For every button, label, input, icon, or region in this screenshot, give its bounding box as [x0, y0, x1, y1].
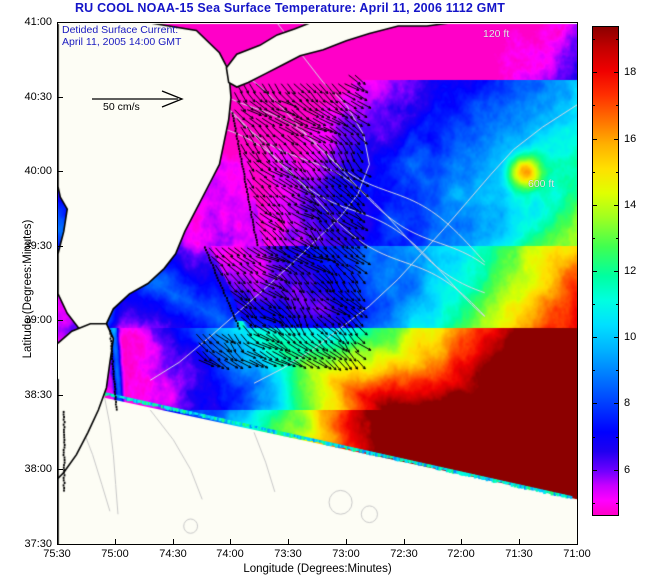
colorbar-tick-label: 18 — [624, 66, 637, 78]
colorbar-tick — [592, 403, 597, 404]
y-axis-tick-label: 38:00 — [24, 463, 52, 475]
sst-map-canvas — [58, 23, 577, 544]
colorbar-tick-label: 12 — [624, 265, 637, 277]
colorbar-minor-tick — [592, 39, 595, 40]
x-axis-tick — [519, 539, 520, 544]
colorbar-minor-tick — [616, 437, 619, 438]
y-axis-tick-label: 39:00 — [24, 314, 52, 326]
colorbar-tick — [614, 470, 619, 471]
colorbar-minor-tick — [616, 172, 619, 173]
colorbar-tick — [614, 271, 619, 272]
colorbar-minor-tick — [592, 304, 595, 305]
y-axis-tick — [58, 544, 63, 545]
x-axis-tick — [461, 539, 462, 544]
y-axis-tick — [58, 171, 63, 172]
colorbar-minor-tick — [592, 370, 595, 371]
y-axis-tick-label: 39:30 — [24, 240, 52, 252]
colorbar-tick-label: 10 — [624, 331, 637, 343]
colorbar-minor-tick — [592, 503, 595, 504]
y-axis-tick-label: 40:30 — [24, 91, 52, 103]
y-axis-tick-label: 38:30 — [24, 389, 52, 401]
x-axis-tick-label: 73:00 — [332, 548, 360, 560]
y-axis-label: Latitude (Degrees:Minutes) — [22, 219, 34, 359]
y-axis-tick — [58, 469, 63, 470]
y-axis-tick — [58, 246, 63, 247]
x-axis-tick — [173, 539, 174, 544]
colorbar-minor-tick — [592, 172, 595, 173]
colorbar-tick-label: 8 — [624, 397, 631, 409]
x-axis-tick — [288, 539, 289, 544]
x-axis-tick-label: 73:30 — [274, 548, 302, 560]
colorbar-tick — [614, 337, 619, 338]
x-axis-tick-label: 72:30 — [390, 548, 418, 560]
y-axis-tick — [58, 97, 63, 98]
colorbar-minor-tick — [616, 238, 619, 239]
colorbar-minor-tick — [616, 105, 619, 106]
x-axis-tick-label: 75:30 — [43, 548, 71, 560]
colorbar-minor-tick — [616, 503, 619, 504]
colorbar-tick-label: 6 — [624, 464, 631, 476]
colorbar-minor-tick — [616, 370, 619, 371]
page-title: RU COOL NOAA-15 Sea Surface Temperature:… — [74, 1, 506, 15]
colorbar-tick — [614, 403, 619, 404]
colorbar-tick-label: 16 — [624, 133, 637, 145]
vector-scale-label: 50 cm/s — [103, 101, 140, 113]
colorbar-tick — [592, 271, 597, 272]
x-axis-label: Longitude (Degrees:Minutes) — [243, 563, 392, 575]
colorbar-minor-tick — [592, 437, 595, 438]
x-axis-tick-label: 71:30 — [505, 548, 533, 560]
y-axis-tick-label: 41:00 — [24, 16, 52, 28]
x-axis-tick — [230, 539, 231, 544]
x-axis-tick-label: 71:00 — [563, 548, 591, 560]
x-axis-tick — [346, 539, 347, 544]
x-axis-tick — [115, 539, 116, 544]
x-axis-tick — [404, 539, 405, 544]
y-axis-tick-label: 37:30 — [24, 538, 52, 550]
colorbar-tick — [592, 470, 597, 471]
colorbar-tick — [592, 72, 597, 73]
colorbar-tick — [614, 205, 619, 206]
colorbar-minor-tick — [592, 238, 595, 239]
colorbar-tick — [614, 139, 619, 140]
x-axis-tick-label: 74:30 — [159, 548, 187, 560]
colorbar-tick — [592, 337, 597, 338]
x-axis-tick-label: 74:00 — [216, 548, 244, 560]
colorbar-tick — [614, 72, 619, 73]
y-axis-tick-label: 40:00 — [24, 165, 52, 177]
x-axis-tick-label: 75:00 — [101, 548, 129, 560]
sst-map-plot[interactable]: Detided Surface Current: April 11, 2005 … — [57, 22, 578, 545]
y-axis-tick — [58, 22, 63, 23]
colorbar-minor-tick — [592, 105, 595, 106]
colorbar-tick — [592, 205, 597, 206]
x-axis-tick-label: 72:00 — [447, 548, 475, 560]
x-axis-tick — [577, 539, 578, 544]
y-axis-tick — [58, 395, 63, 396]
colorbar-minor-tick — [616, 39, 619, 40]
temperature-colorbar[interactable]: 18 16 14 12 10 8 6 — [592, 26, 636, 516]
y-axis-tick — [58, 320, 63, 321]
colorbar-tick — [592, 139, 597, 140]
colorbar-minor-tick — [616, 304, 619, 305]
colorbar-tick-label: 14 — [624, 199, 637, 211]
x-axis-tick — [57, 539, 58, 544]
